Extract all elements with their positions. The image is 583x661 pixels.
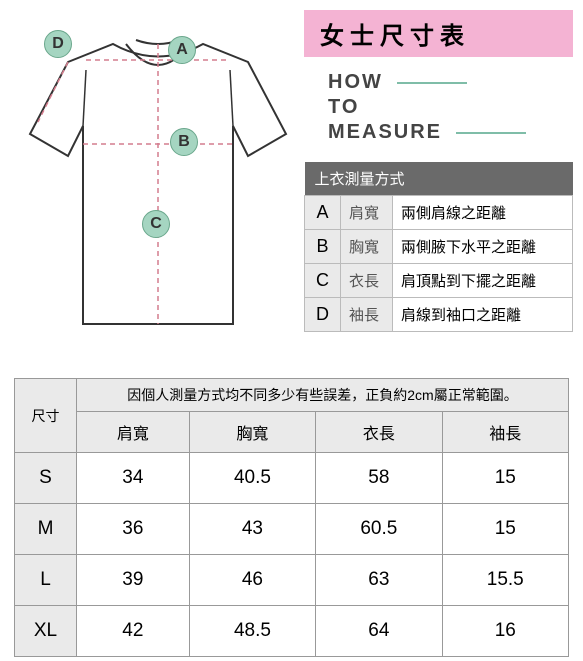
marker-d: D: [44, 30, 72, 58]
measure-desc: 肩線到袖口之距離: [393, 298, 573, 332]
measure-key: C: [305, 264, 341, 298]
data-cell: 15.5: [442, 555, 568, 606]
data-cell: 46: [189, 555, 315, 606]
howto-line-1: HOW: [328, 71, 383, 94]
measure-name: 衣長: [341, 264, 393, 298]
data-cell: 36: [77, 504, 190, 555]
measure-name: 袖長: [341, 298, 393, 332]
measure-row: D 袖長 肩線到袖口之距離: [305, 298, 573, 332]
marker-b: B: [170, 128, 198, 156]
data-cell: 40.5: [189, 453, 315, 504]
col-header: 肩寬: [77, 412, 190, 453]
data-cell: 63: [316, 555, 442, 606]
size-note: 因個人測量方式均不同多少有些誤差，正負約2cm屬正常範圍。: [77, 379, 569, 412]
col-header: 衣長: [316, 412, 442, 453]
measure-desc: 兩側肩線之距離: [393, 196, 573, 230]
size-cell: L: [15, 555, 77, 606]
measure-name: 胸寬: [341, 230, 393, 264]
data-cell: 15: [442, 504, 568, 555]
tshirt-diagram: A B C D: [10, 10, 300, 360]
measure-row: B 胸寬 兩側腋下水平之距離: [305, 230, 573, 264]
col-header: 袖長: [442, 412, 568, 453]
data-cell: 58: [316, 453, 442, 504]
measure-key: B: [305, 230, 341, 264]
data-cell: 64: [316, 606, 442, 657]
data-cell: 16: [442, 606, 568, 657]
measurement-method-table: 上衣測量方式 A 肩寬 兩側肩線之距離 B 胸寬 兩側腋下水平之距離 C 衣長 …: [304, 162, 573, 332]
title-bar: 女士尺寸表: [304, 10, 573, 57]
size-cell: S: [15, 453, 77, 504]
data-cell: 42: [77, 606, 190, 657]
measure-key: D: [305, 298, 341, 332]
measure-table-header: 上衣測量方式: [305, 162, 573, 196]
data-cell: 34: [77, 453, 190, 504]
data-cell: 43: [189, 504, 315, 555]
size-chart-table: 尺寸 因個人測量方式均不同多少有些誤差，正負約2cm屬正常範圍。 肩寬 胸寬 衣…: [14, 378, 569, 657]
size-row: S 34 40.5 58 15: [15, 453, 569, 504]
size-row: XL 42 48.5 64 16: [15, 606, 569, 657]
size-label-header: 尺寸: [15, 379, 77, 453]
howto-line-3: MEASURE: [328, 121, 442, 144]
size-cell: M: [15, 504, 77, 555]
tshirt-svg: [18, 14, 298, 354]
data-cell: 15: [442, 453, 568, 504]
how-to-measure: HOW TO MEASURE: [328, 71, 573, 144]
size-row: L 39 46 63 15.5: [15, 555, 569, 606]
howto-line-2: TO: [328, 96, 359, 119]
measure-row: A 肩寬 兩側肩線之距離: [305, 196, 573, 230]
measure-row: C 衣長 肩頂點到下擺之距離: [305, 264, 573, 298]
measure-desc: 肩頂點到下擺之距離: [393, 264, 573, 298]
size-row: M 36 43 60.5 15: [15, 504, 569, 555]
measure-name: 肩寬: [341, 196, 393, 230]
data-cell: 48.5: [189, 606, 315, 657]
size-cell: XL: [15, 606, 77, 657]
measure-key: A: [305, 196, 341, 230]
marker-c: C: [142, 210, 170, 238]
marker-a: A: [168, 36, 196, 64]
data-cell: 39: [77, 555, 190, 606]
data-cell: 60.5: [316, 504, 442, 555]
col-header: 胸寬: [189, 412, 315, 453]
measure-desc: 兩側腋下水平之距離: [393, 230, 573, 264]
